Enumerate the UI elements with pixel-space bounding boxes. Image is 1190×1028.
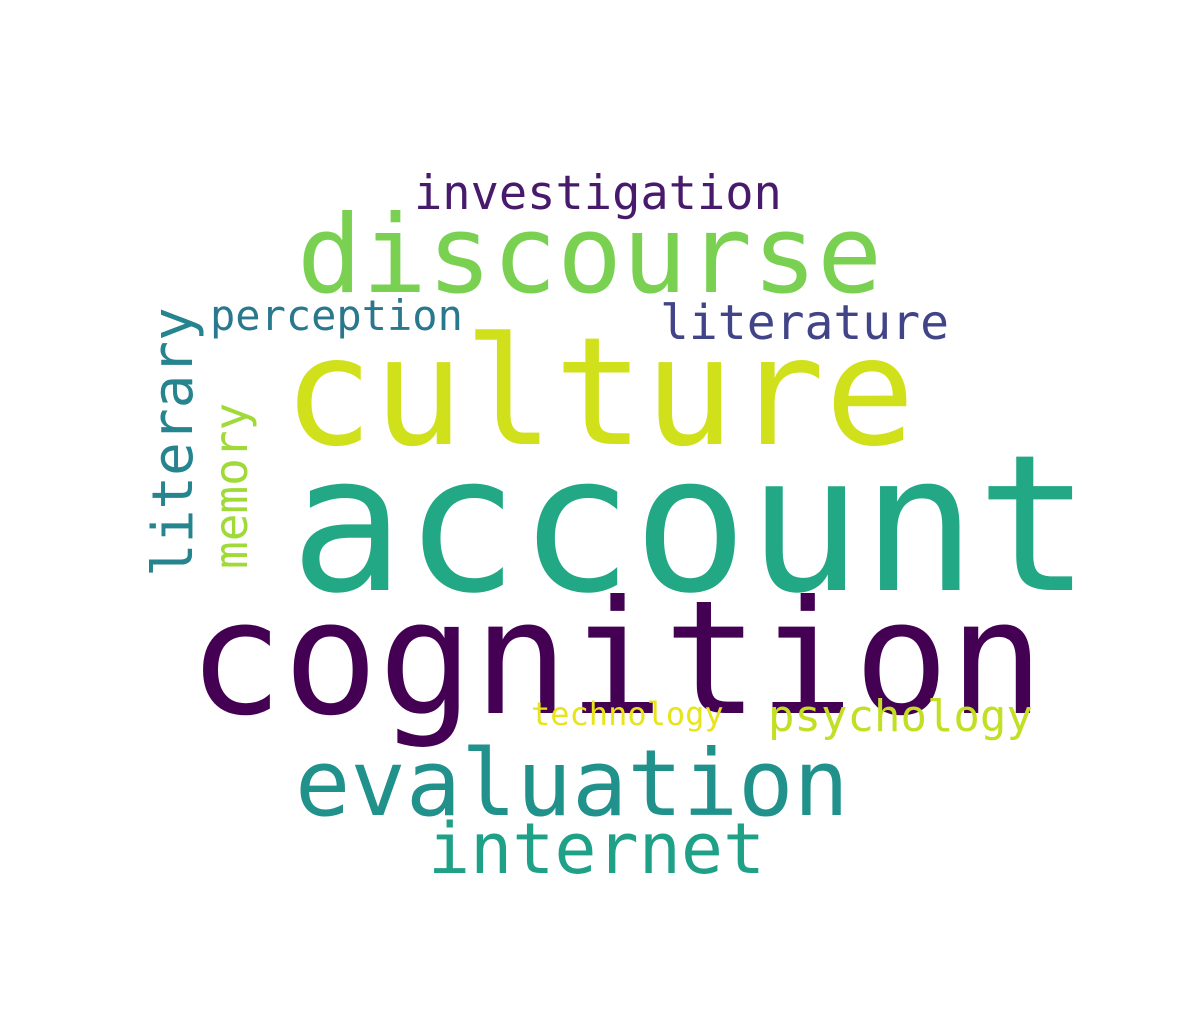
word-perception: perception [210,291,463,340]
word-memory: memory [204,402,258,569]
word-technology: technology [531,695,724,733]
word-psychology: psychology [768,691,1033,742]
word-evaluation: evaluation [295,730,849,837]
word-literary: literary [141,307,206,577]
word-account: account [290,414,1091,635]
word-literature: literature [660,295,949,351]
word-culture: culture [283,306,916,480]
word-cognition: cognition [188,567,1045,751]
word-discourse: discourse [297,193,883,318]
word-internet: internet [428,808,766,890]
word-investigation: investigation [414,166,782,221]
